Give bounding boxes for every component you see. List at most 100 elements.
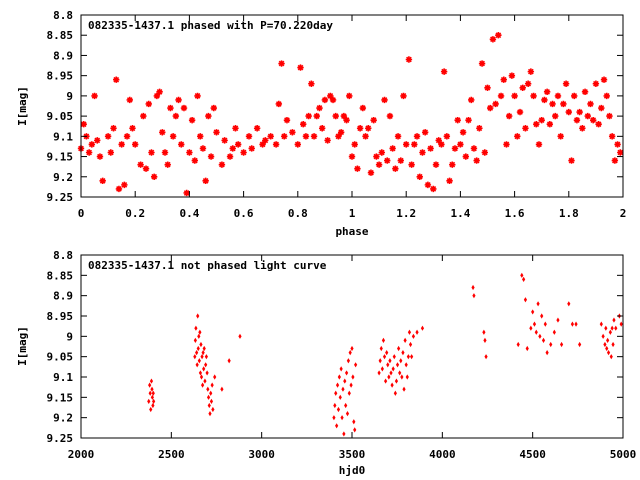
phased-data-point bbox=[373, 153, 380, 160]
phased-data-point bbox=[432, 161, 440, 168]
phased-data-point bbox=[340, 112, 348, 120]
phased-data-point bbox=[478, 60, 486, 67]
unphased-data-point bbox=[614, 325, 618, 331]
phased-data-point bbox=[180, 104, 188, 112]
phased-data-point bbox=[505, 112, 513, 120]
phased-y-tick-label: 8.95 bbox=[47, 70, 74, 83]
unphased-data-point bbox=[197, 333, 201, 339]
phased-x-axis-label: phase bbox=[335, 225, 368, 238]
unphased-y-tick-label: 9.15 bbox=[47, 391, 74, 404]
phased-data-point bbox=[300, 121, 307, 128]
phased-data-point bbox=[397, 157, 404, 164]
phased-y-tick-label: 9.15 bbox=[47, 151, 74, 164]
unphased-data-point bbox=[340, 415, 344, 421]
unphased-data-point bbox=[612, 317, 616, 323]
phased-data-point bbox=[113, 76, 120, 83]
unphased-y-tick-label: 8.9 bbox=[53, 290, 73, 303]
unphased-data-point bbox=[335, 382, 340, 388]
phased-data-point bbox=[413, 133, 421, 140]
phased-data-point bbox=[321, 96, 329, 104]
phased-data-point bbox=[275, 100, 283, 108]
phased-y-tick-label: 8.8 bbox=[53, 9, 73, 22]
unphased-data-point bbox=[523, 297, 528, 303]
unphased-data-point bbox=[194, 325, 198, 331]
unphased-data-point bbox=[380, 366, 384, 372]
unphased-data-point bbox=[348, 350, 352, 356]
phased-data-point bbox=[489, 36, 497, 43]
phased-data-point bbox=[446, 177, 453, 185]
phased-data-point bbox=[435, 137, 442, 144]
unphased-data-point bbox=[484, 354, 488, 360]
phased-data-point bbox=[557, 133, 564, 140]
phased-data-point bbox=[500, 76, 507, 83]
unphased-data-point bbox=[352, 419, 356, 425]
phased-data-point bbox=[438, 141, 445, 148]
unphased-data-point bbox=[408, 341, 413, 348]
phased-x-tick-label: 0.4 bbox=[179, 207, 199, 220]
phased-data-point bbox=[262, 137, 269, 144]
phased-x-tick-label: 0.2 bbox=[125, 207, 145, 220]
phased-data-point bbox=[172, 112, 180, 120]
phased-data-point bbox=[541, 96, 548, 104]
phased-data-point bbox=[600, 76, 608, 83]
phased-data-point bbox=[226, 153, 234, 160]
unphased-data-point bbox=[401, 350, 405, 356]
unphased-y-tick-label: 8.95 bbox=[47, 310, 74, 323]
unphased-data-point bbox=[472, 293, 476, 299]
phased-x-tick-label: 1.6 bbox=[505, 207, 525, 220]
phased-data-point bbox=[473, 157, 480, 164]
phased-data-point bbox=[240, 149, 247, 156]
phased-data-point bbox=[495, 32, 502, 39]
unphased-data-point bbox=[392, 354, 396, 360]
phased-data-point bbox=[210, 104, 217, 112]
unphased-data-point bbox=[200, 382, 205, 388]
phased-data-point bbox=[400, 92, 407, 100]
unphased-data-point bbox=[332, 415, 336, 421]
unphased-data-point bbox=[203, 378, 207, 384]
phased-data-point bbox=[132, 141, 139, 148]
phased-data-point bbox=[318, 125, 326, 132]
phased-data-point bbox=[202, 177, 209, 185]
phased-data-point bbox=[562, 80, 570, 87]
phased-data-point bbox=[359, 104, 367, 112]
phased-data-point bbox=[351, 141, 358, 148]
unphased-data-point bbox=[389, 370, 393, 376]
unphased-data-point bbox=[382, 354, 387, 360]
unphased-x-tick-label: 2500 bbox=[158, 448, 185, 461]
unphased-data-point bbox=[202, 366, 206, 372]
phased-data-point bbox=[411, 141, 418, 148]
unphased-data-point bbox=[205, 370, 209, 376]
phased-data-point bbox=[191, 157, 199, 164]
unphased-x-axis-label: hjd0 bbox=[339, 464, 366, 477]
unphased-data-point bbox=[333, 402, 337, 409]
phased-data-point bbox=[197, 133, 204, 140]
phased-data-point bbox=[589, 116, 597, 124]
unphased-data-point bbox=[351, 374, 355, 380]
phased-data-point bbox=[346, 92, 353, 100]
phased-chart-title: 082335-1437.1 phased with P=70.220day bbox=[88, 19, 333, 32]
unphased-data-point bbox=[411, 333, 416, 339]
phased-data-point bbox=[272, 141, 280, 148]
phased-data-point bbox=[519, 84, 526, 91]
phased-x-tick-label: 0.8 bbox=[288, 207, 308, 220]
unphased-data-point bbox=[567, 301, 571, 307]
unphased-data-point bbox=[344, 370, 349, 376]
unphased-data-point bbox=[605, 345, 609, 352]
phased-data-point bbox=[571, 92, 578, 100]
phased-data-point bbox=[308, 80, 315, 87]
unphased-data-point bbox=[195, 362, 199, 368]
phased-data-point bbox=[481, 149, 488, 156]
unphased-data-point bbox=[397, 345, 401, 352]
phased-data-point bbox=[324, 137, 331, 144]
phased-data-point bbox=[234, 141, 242, 148]
phased-x-tick-label: 2 bbox=[620, 207, 627, 220]
phased-data-point bbox=[470, 145, 478, 152]
unphased-data-point bbox=[405, 374, 409, 380]
unphased-data-point bbox=[193, 337, 197, 343]
phased-data-point bbox=[606, 112, 613, 120]
unphased-data-point bbox=[206, 386, 210, 392]
unphased-x-tick-label: 2000 bbox=[68, 448, 95, 461]
unphased-data-point bbox=[403, 337, 407, 343]
phased-data-point bbox=[516, 108, 524, 116]
